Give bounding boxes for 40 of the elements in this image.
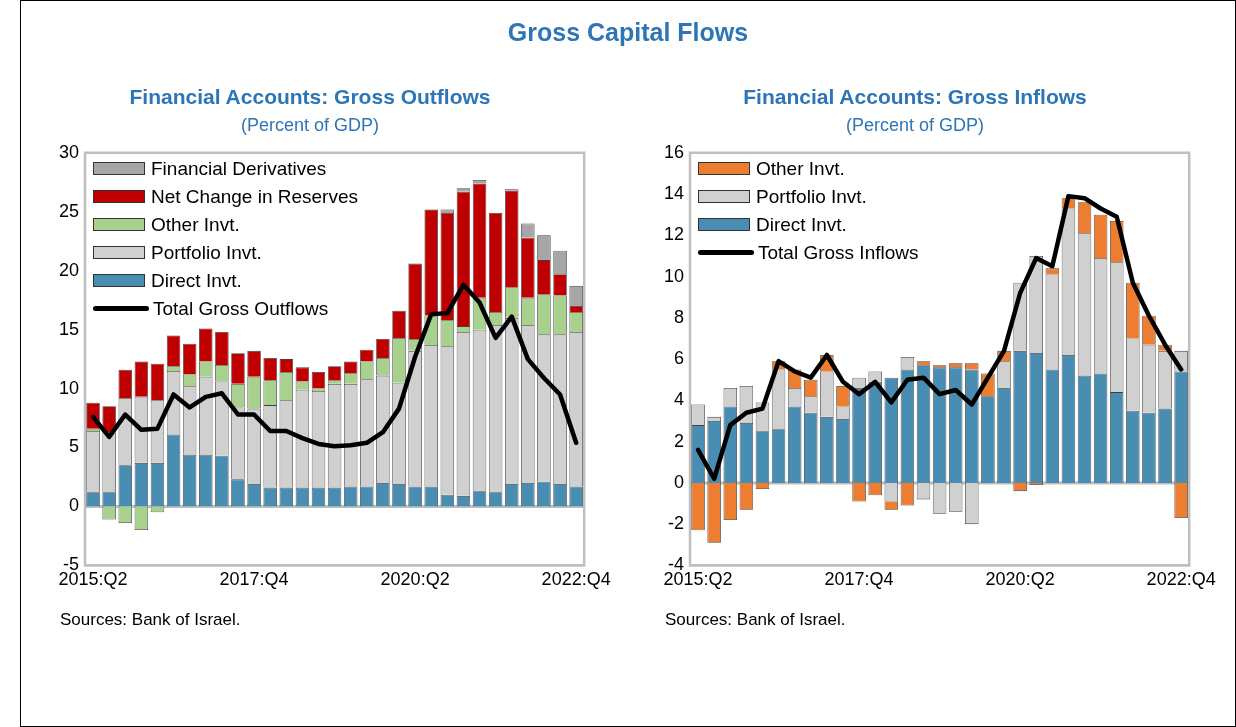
y-tick-label: 30 [58,141,79,162]
y-tick-label: 0 [68,495,79,516]
y-tick-label: 0 [673,471,684,492]
y-tick-label: 10 [663,265,684,286]
chart-title: Financial Accounts: Gross Outflows [129,85,491,109]
y-tick-label: 20 [58,259,79,280]
x-tick-label: 2020:Q2 [380,569,450,590]
y-tick-label: 16 [663,141,684,162]
y-tick-label: 5 [68,436,79,457]
legend-label: Other Invt. [151,212,240,237]
chart-subtitle: (Percent of GDP) [240,114,380,135]
x-tick-label: 2022:Q4 [541,569,611,590]
y-tick-label: 4 [673,389,684,410]
source-note: Sources: Bank of Israel. [665,610,846,630]
legend-label: Other Invt. [756,156,845,181]
chart-title: Financial Accounts: Gross Inflows [743,85,1087,109]
legend-label: Direct Invt. [151,268,242,293]
x-tick-label: 2017:Q4 [219,569,289,590]
legend-label: Total Gross Inflows [758,240,919,265]
source-note: Sources: Bank of Israel. [60,610,241,630]
y-tick-label: 14 [663,183,684,204]
legend-label: Portfolio Invt. [756,184,867,209]
legend-label: Financial Derivatives [151,156,327,181]
x-tick-label: 2017:Q4 [824,569,894,590]
y-tick-label: 6 [673,348,684,369]
legend-label: Total Gross Outflows [153,296,329,321]
legend-label: Direct Invt. [756,212,847,237]
y-tick-label: 12 [663,224,684,245]
y-tick-label: 2 [673,430,684,451]
y-tick-label: 8 [673,306,684,327]
y-tick-label: 10 [58,377,79,398]
text: Gross Capital Flows [506,18,750,47]
x-tick-label: 2020:Q2 [985,569,1055,590]
y-tick-label: 15 [58,318,79,339]
chart-subtitle: (Percent of GDP) [845,114,985,135]
y-tick-label: -2 [667,513,684,534]
y-tick-label: 25 [58,200,79,221]
x-tick-label: 2022:Q4 [1146,569,1216,590]
legend-label: Net Change in Reserves [151,184,358,209]
legend-label: Portfolio Invt. [151,240,262,265]
